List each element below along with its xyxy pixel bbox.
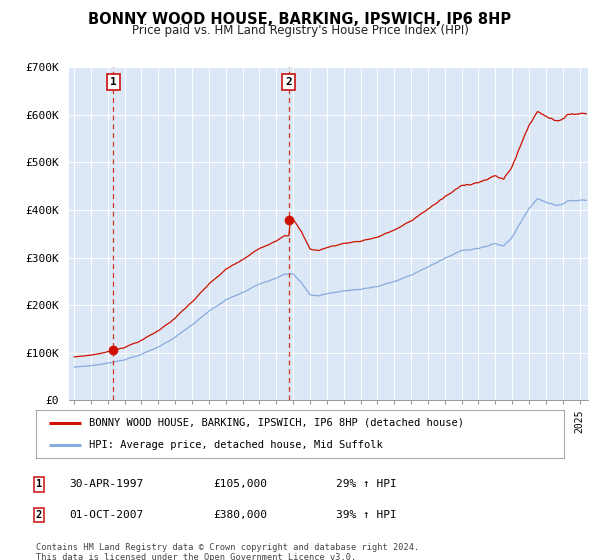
Text: 2: 2 — [36, 510, 42, 520]
Text: Price paid vs. HM Land Registry's House Price Index (HPI): Price paid vs. HM Land Registry's House … — [131, 24, 469, 37]
Text: £380,000: £380,000 — [213, 510, 267, 520]
Text: 2: 2 — [286, 77, 292, 87]
Text: £105,000: £105,000 — [213, 479, 267, 489]
Text: Contains HM Land Registry data © Crown copyright and database right 2024.: Contains HM Land Registry data © Crown c… — [36, 543, 419, 552]
Text: HPI: Average price, detached house, Mid Suffolk: HPI: Average price, detached house, Mid … — [89, 440, 383, 450]
Text: 39% ↑ HPI: 39% ↑ HPI — [336, 510, 397, 520]
Text: 1: 1 — [36, 479, 42, 489]
Text: BONNY WOOD HOUSE, BARKING, IPSWICH, IP6 8HP (detached house): BONNY WOOD HOUSE, BARKING, IPSWICH, IP6 … — [89, 418, 464, 428]
Text: 30-APR-1997: 30-APR-1997 — [69, 479, 143, 489]
Text: This data is licensed under the Open Government Licence v3.0.: This data is licensed under the Open Gov… — [36, 553, 356, 560]
Text: 1: 1 — [110, 77, 116, 87]
Text: 01-OCT-2007: 01-OCT-2007 — [69, 510, 143, 520]
Text: 29% ↑ HPI: 29% ↑ HPI — [336, 479, 397, 489]
Text: BONNY WOOD HOUSE, BARKING, IPSWICH, IP6 8HP: BONNY WOOD HOUSE, BARKING, IPSWICH, IP6 … — [88, 12, 512, 27]
